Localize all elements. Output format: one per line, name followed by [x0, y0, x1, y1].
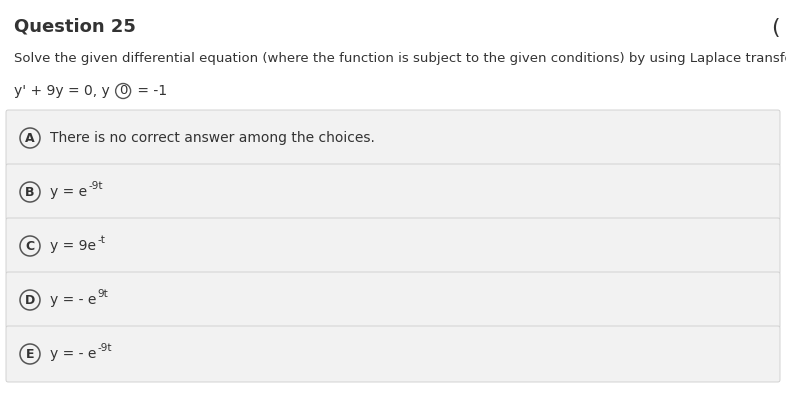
Text: 9t: 9t [97, 289, 108, 299]
Text: Solve the given differential equation (where the function is subject to the give: Solve the given differential equation (w… [14, 52, 786, 65]
FancyBboxPatch shape [6, 326, 780, 382]
Text: -t: -t [97, 235, 105, 245]
FancyBboxPatch shape [6, 110, 780, 166]
Text: -9t: -9t [88, 181, 103, 191]
FancyBboxPatch shape [6, 218, 780, 274]
Text: (: ( [771, 18, 780, 38]
Text: -9t: -9t [97, 343, 112, 353]
Text: E: E [26, 347, 35, 360]
Text: 0: 0 [119, 85, 127, 98]
FancyBboxPatch shape [6, 272, 780, 328]
Text: y = 9e: y = 9e [50, 239, 96, 253]
FancyBboxPatch shape [6, 164, 780, 220]
Text: Question 25: Question 25 [14, 18, 136, 36]
Text: y = - e: y = - e [50, 293, 97, 307]
Text: y = e: y = e [50, 185, 87, 199]
Text: = -1: = -1 [133, 84, 167, 98]
Text: y' + 9y = 0, y: y' + 9y = 0, y [14, 84, 114, 98]
Text: A: A [25, 131, 35, 145]
Text: D: D [25, 293, 35, 306]
Text: B: B [25, 185, 35, 198]
Text: There is no correct answer among the choices.: There is no correct answer among the cho… [50, 131, 375, 145]
Text: C: C [25, 239, 35, 252]
Text: y = - e: y = - e [50, 347, 97, 361]
